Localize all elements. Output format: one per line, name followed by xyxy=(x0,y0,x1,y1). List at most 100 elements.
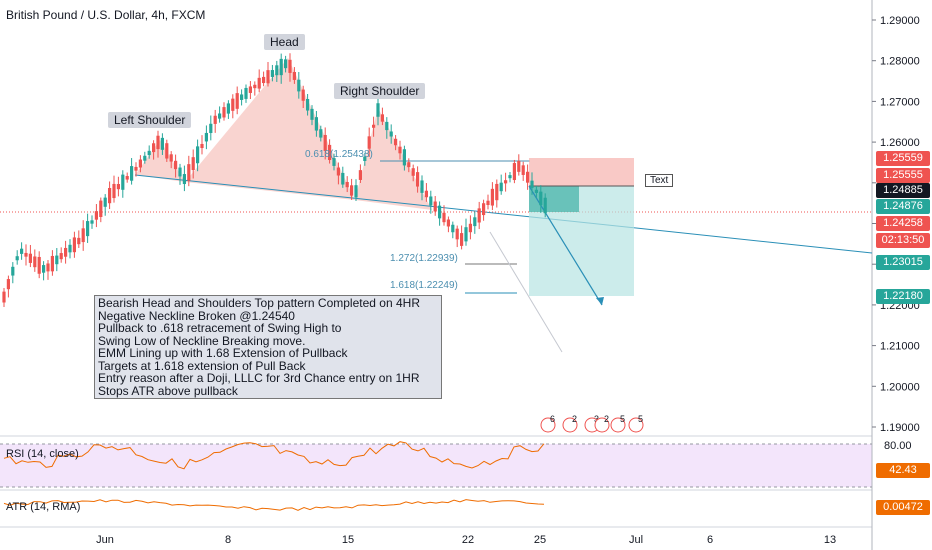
arrow-head xyxy=(596,297,604,305)
candle-body xyxy=(156,135,160,150)
candle-body xyxy=(213,115,217,124)
candle-body xyxy=(81,228,85,243)
candle-body xyxy=(209,123,213,134)
note-line: Pullback to .618 retracement of Swing Hi… xyxy=(98,321,342,335)
candle-body xyxy=(59,253,63,260)
event-count: 5 xyxy=(620,414,625,424)
candle-body xyxy=(46,263,50,272)
countdown-tag: 02:13:50 xyxy=(876,233,930,248)
candle-body xyxy=(354,185,358,198)
time-tick-label: 8 xyxy=(225,534,231,546)
candle-body xyxy=(152,143,156,153)
candle-body xyxy=(112,183,116,199)
candle-body xyxy=(72,237,76,253)
candle-body xyxy=(103,197,107,207)
candle-body xyxy=(218,113,222,119)
event-count: 2 xyxy=(604,414,609,424)
candle-body xyxy=(174,160,178,170)
rsi-label[interactable]: RSI (14, close) xyxy=(6,448,79,460)
head-shape xyxy=(185,58,355,200)
note-line: Bearish Head and Shoulders Top pattern C… xyxy=(98,296,420,310)
candle-body xyxy=(376,103,380,117)
price-tag-ema: 1.24876 xyxy=(876,199,930,214)
candle-body xyxy=(64,247,68,257)
candle-body xyxy=(266,70,270,84)
candle-body xyxy=(288,59,292,73)
candle-body xyxy=(138,159,142,168)
candle-body xyxy=(222,107,226,118)
analysis-note[interactable]: Bearish Head and Shoulders Top pattern C… xyxy=(94,295,442,399)
candle-body xyxy=(68,244,72,253)
candle-body xyxy=(543,197,547,214)
candle-body xyxy=(15,256,19,261)
candle-body xyxy=(424,190,428,198)
candle-body xyxy=(446,219,450,227)
candle-body xyxy=(50,255,54,272)
candle-body xyxy=(90,220,94,224)
candle-body xyxy=(147,150,151,156)
price-tick-label: 1.27000 xyxy=(880,96,920,108)
candle-body xyxy=(28,253,32,263)
left-shoulder-label[interactable]: Left Shoulder xyxy=(108,112,192,128)
candle-body xyxy=(160,137,164,150)
candle-body xyxy=(306,98,310,111)
candle-body xyxy=(482,203,486,216)
candle-body xyxy=(204,132,208,142)
atr-label[interactable]: ATR (14, RMA) xyxy=(6,501,81,513)
candle-body xyxy=(438,205,442,219)
candle-body xyxy=(24,252,28,257)
candle-body xyxy=(226,103,230,114)
candle-body xyxy=(6,279,10,290)
price-tick-label: 1.29000 xyxy=(880,15,920,27)
candle-body xyxy=(508,175,512,179)
candle-body xyxy=(323,134,327,151)
fib-1272-label: 1.272(1.22939) xyxy=(390,253,458,264)
note-line: Swing Low of Neckline Breaking move. xyxy=(98,333,306,348)
candle-body xyxy=(451,224,455,233)
candle-body xyxy=(108,187,112,204)
candle-body xyxy=(407,162,411,168)
candle-body xyxy=(385,121,389,131)
candle-body xyxy=(530,180,534,188)
text-annotation[interactable]: Text xyxy=(645,174,674,187)
neckline xyxy=(134,174,873,254)
time-tick-label: Jun xyxy=(96,534,114,546)
price-tag-last: 1.24258 xyxy=(876,216,930,231)
candle-body xyxy=(279,58,283,76)
candle-body xyxy=(55,255,59,265)
right-shoulder-label[interactable]: Right Shoulder xyxy=(334,83,426,99)
candle-body xyxy=(504,180,508,184)
price-tick-label: 1.26000 xyxy=(880,137,920,149)
candle-body xyxy=(468,223,472,233)
candle-body xyxy=(367,136,371,149)
atr-line xyxy=(3,499,545,511)
time-tick-label: 25 xyxy=(534,534,546,546)
candle-body xyxy=(495,183,499,201)
candle-body xyxy=(332,158,336,166)
candle-body xyxy=(380,114,384,122)
candle-body xyxy=(240,94,244,100)
candle-body xyxy=(253,84,257,89)
chart-title: British Pound / U.S. Dollar, 4h, FXCM xyxy=(6,8,206,22)
event-icon xyxy=(594,417,610,433)
event-count: 3 xyxy=(594,414,599,424)
candle-body xyxy=(292,71,296,80)
candle-body xyxy=(526,171,530,183)
candle-body xyxy=(416,172,420,187)
candle-body xyxy=(187,164,191,181)
candle-body xyxy=(486,200,490,205)
candle-body xyxy=(297,79,301,92)
candle-body xyxy=(2,291,6,303)
candle-body xyxy=(341,172,345,185)
note-line: Negative Neckline Broken @1.24540 xyxy=(98,308,295,323)
candle-body xyxy=(477,208,481,223)
candle-body xyxy=(411,168,415,176)
rsi-value-tag: 42.43 xyxy=(876,463,930,478)
candle-body xyxy=(539,191,543,206)
candle-body xyxy=(460,233,464,246)
head-label[interactable]: Head xyxy=(264,34,305,50)
time-tick-label: 6 xyxy=(707,534,713,546)
candle-body xyxy=(191,157,195,171)
